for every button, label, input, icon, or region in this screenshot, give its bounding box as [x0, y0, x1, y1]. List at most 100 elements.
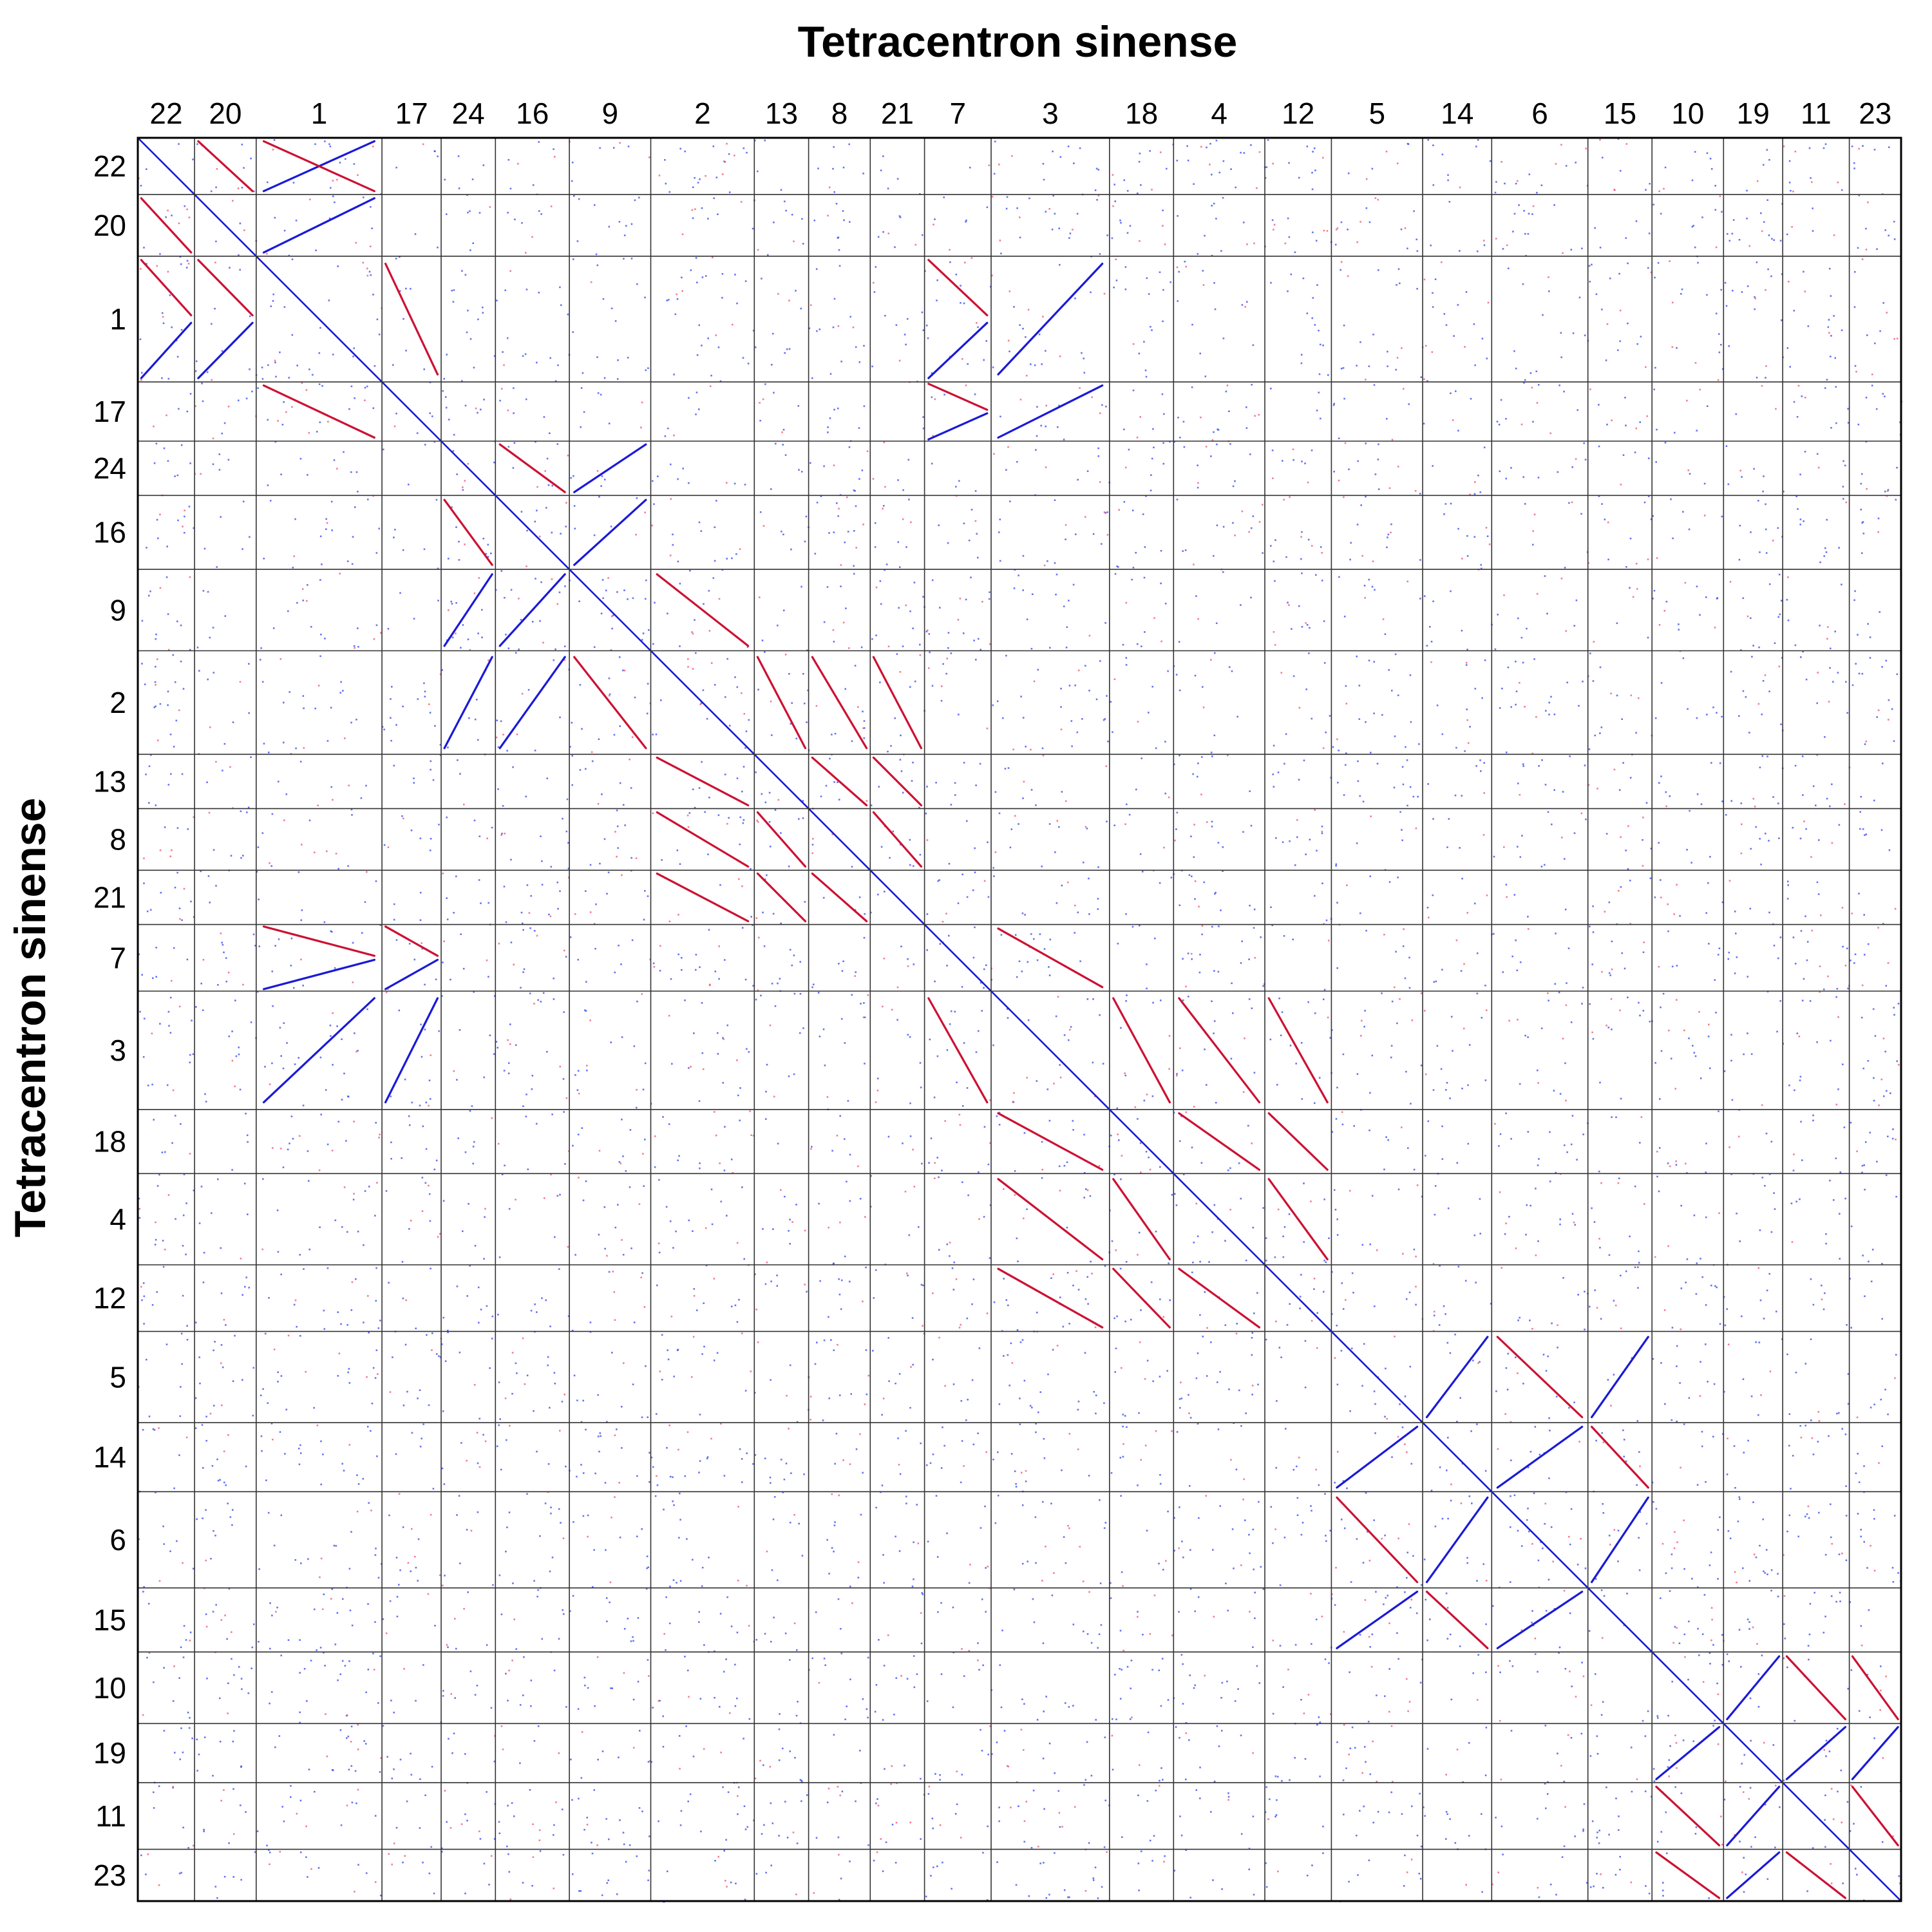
noise-dot-blue	[558, 1268, 560, 1270]
noise-dot-blue	[493, 995, 496, 997]
noise-dot-blue	[1184, 549, 1187, 551]
noise-dot-blue	[799, 961, 801, 963]
noise-dot-blue	[610, 1041, 612, 1043]
noise-dot-blue	[1249, 1552, 1251, 1555]
noise-dot-blue	[214, 1341, 216, 1343]
noise-dot-blue	[1432, 465, 1434, 467]
noise-dot-blue	[1041, 363, 1043, 365]
noise-dot-blue	[1564, 1668, 1567, 1670]
noise-dot-blue	[202, 1009, 204, 1011]
noise-dot-blue	[690, 269, 692, 271]
noise-dot-blue	[1659, 1098, 1661, 1100]
noise-dot-blue	[1386, 546, 1388, 549]
noise-dot-blue	[299, 1254, 301, 1256]
noise-dot-blue	[699, 966, 701, 969]
noise-dot-blue	[1283, 935, 1285, 937]
noise-dot-blue	[1783, 490, 1785, 493]
noise-dot-blue	[1599, 666, 1602, 668]
noise-dot-blue	[1018, 823, 1019, 825]
noise-dot-blue	[1419, 1878, 1422, 1880]
noise-dot-blue	[1415, 1303, 1417, 1306]
noise-dot-blue	[1373, 712, 1375, 715]
noise-dot-blue	[706, 717, 708, 720]
noise-dot-blue	[1806, 1513, 1808, 1515]
noise-dot-blue	[1246, 301, 1248, 303]
noise-dot-blue	[1882, 393, 1884, 395]
noise-dot-blue	[900, 734, 902, 737]
noise-dot-blue	[1274, 1815, 1276, 1818]
noise-dot-blue	[283, 401, 285, 403]
noise-dot-blue	[1669, 1745, 1671, 1747]
noise-dot-blue	[1836, 1728, 1839, 1730]
noise-dot-blue	[211, 323, 213, 325]
noise-dot-blue	[433, 440, 436, 443]
noise-dot-blue	[511, 1802, 513, 1804]
noise-dot-blue	[630, 1247, 632, 1249]
noise-dot-blue	[1325, 1535, 1327, 1537]
noise-dot-blue	[1104, 622, 1106, 624]
noise-dot-blue	[1213, 734, 1216, 737]
noise-dot-blue	[1768, 234, 1770, 236]
noise-dot-blue	[519, 1762, 521, 1765]
noise-dot-blue	[649, 1835, 650, 1837]
noise-dot-blue	[1738, 1496, 1741, 1499]
noise-dot-blue	[342, 690, 344, 692]
noise-dot-blue	[1113, 287, 1115, 289]
noise-dot-blue	[447, 1331, 449, 1334]
noise-dot-blue	[1467, 1142, 1470, 1145]
noise-dot-blue	[1532, 421, 1534, 423]
noise-dot-blue	[515, 1648, 517, 1650]
noise-dot-blue	[785, 209, 787, 212]
noise-dot-blue	[1625, 424, 1627, 426]
noise-dot-blue	[801, 218, 803, 220]
noise-dot-blue	[148, 802, 150, 804]
noise-dot-blue	[141, 663, 143, 665]
noise-dot-blue	[1288, 1213, 1291, 1215]
noise-dot-blue	[934, 1773, 936, 1775]
noise-dot-blue	[681, 957, 683, 959]
noise-dot-blue	[1522, 476, 1524, 478]
noise-dot-blue	[1130, 1660, 1133, 1662]
noise-dot-blue	[799, 1779, 802, 1781]
noise-dot-blue	[772, 1822, 774, 1824]
noise-dot-blue	[1204, 1291, 1206, 1293]
noise-dot-blue	[938, 1176, 940, 1179]
noise-dot-blue	[536, 361, 538, 364]
noise-dot-blue	[752, 924, 753, 926]
noise-dot-blue	[333, 1544, 336, 1547]
noise-dot-blue	[641, 1416, 643, 1419]
noise-dot-blue	[1788, 1514, 1791, 1517]
noise-dot-blue	[435, 498, 438, 501]
noise-dot-blue	[1045, 1696, 1047, 1698]
noise-dot-blue	[574, 1074, 576, 1076]
noise-dot-blue	[1084, 1779, 1087, 1781]
noise-dot-blue	[1865, 397, 1868, 399]
noise-dot-blue	[860, 646, 863, 649]
noise-dot-blue	[833, 1734, 835, 1736]
noise-dot-blue	[1850, 960, 1852, 961]
noise-dot-blue	[1240, 1425, 1242, 1427]
noise-dot-blue	[299, 1452, 302, 1454]
noise-dot-blue	[972, 889, 974, 891]
noise-dot-blue	[1300, 1274, 1302, 1276]
noise-dot-blue	[1743, 1452, 1745, 1454]
noise-dot-blue	[719, 380, 722, 383]
noise-dot-blue	[423, 368, 425, 370]
noise-dot-blue	[1665, 600, 1668, 603]
noise-dot-blue	[1766, 1878, 1769, 1880]
noise-dot-blue	[1045, 1897, 1048, 1899]
noise-dot-blue	[1252, 344, 1255, 346]
noise-dot-blue	[1271, 450, 1274, 451]
noise-dot-blue	[1189, 1417, 1192, 1419]
noise-dot-blue	[559, 1193, 561, 1196]
noise-dot-blue	[1240, 962, 1242, 964]
noise-dot-blue	[1358, 718, 1361, 720]
noise-dot-blue	[1228, 1388, 1230, 1390]
noise-dot-blue	[799, 1032, 801, 1034]
noise-dot-blue	[182, 1751, 184, 1754]
noise-dot-blue	[378, 527, 380, 530]
noise-dot-blue	[1137, 192, 1139, 194]
noise-dot-blue	[873, 1859, 875, 1862]
noise-dot-blue	[1804, 1515, 1806, 1518]
noise-dot-blue	[1898, 1875, 1900, 1877]
